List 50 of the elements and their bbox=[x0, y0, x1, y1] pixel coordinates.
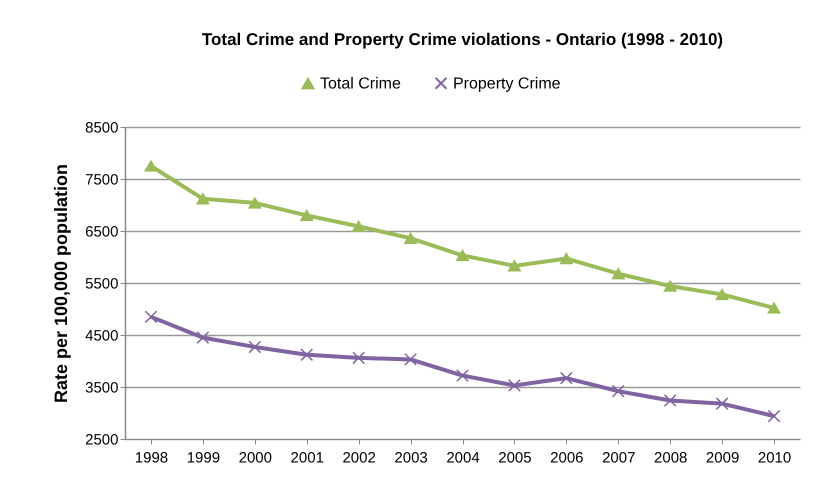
y-tick-label: 8500 bbox=[85, 120, 118, 136]
point bbox=[248, 197, 262, 209]
point bbox=[716, 397, 729, 410]
point bbox=[664, 280, 677, 292]
y-tick-label: 6500 bbox=[85, 224, 118, 240]
x-tick-label: 2003 bbox=[394, 450, 428, 466]
point bbox=[404, 232, 418, 244]
x-tick-label: 2008 bbox=[654, 450, 688, 466]
x-tick-label: 2009 bbox=[706, 450, 740, 466]
point bbox=[456, 369, 469, 382]
x-tick-label: 2010 bbox=[758, 450, 792, 466]
x-tick-label: 2000 bbox=[238, 450, 272, 466]
point bbox=[248, 340, 262, 354]
x-tick-label: 2005 bbox=[498, 450, 532, 466]
point bbox=[508, 260, 521, 272]
y-tick-label: 5500 bbox=[85, 276, 118, 292]
y-tick-label: 3500 bbox=[85, 380, 118, 396]
y-tick-label: 4500 bbox=[85, 328, 118, 344]
point bbox=[716, 288, 729, 300]
x-tick-label: 2004 bbox=[446, 450, 480, 466]
point bbox=[196, 331, 210, 344]
y-axis-title: Rate per 100,000 population bbox=[51, 164, 72, 404]
point bbox=[144, 310, 158, 324]
point bbox=[456, 250, 469, 262]
x-tick-label: 2007 bbox=[602, 450, 636, 466]
point bbox=[612, 268, 625, 280]
point bbox=[196, 193, 210, 204]
legend-label: Property Crime bbox=[453, 75, 561, 92]
point bbox=[404, 352, 418, 366]
x-tick-label: 2002 bbox=[342, 450, 376, 466]
x-tick-label: 1998 bbox=[134, 450, 168, 466]
x-tick-label: 2006 bbox=[550, 450, 584, 466]
point bbox=[664, 394, 677, 407]
point bbox=[300, 348, 314, 362]
point bbox=[144, 160, 158, 172]
point bbox=[352, 351, 366, 364]
point bbox=[768, 302, 780, 314]
x-tick-label: 2001 bbox=[290, 450, 324, 466]
x-tick-label: 1999 bbox=[186, 450, 220, 466]
point bbox=[352, 220, 366, 232]
point bbox=[508, 378, 521, 392]
y-tick-label: 7500 bbox=[85, 172, 118, 188]
point bbox=[768, 410, 780, 423]
legend-label: Total Crime bbox=[320, 76, 402, 93]
point bbox=[560, 372, 573, 385]
y-tick-label: 2500 bbox=[85, 432, 118, 448]
point bbox=[560, 252, 573, 264]
point bbox=[300, 210, 314, 222]
point bbox=[612, 384, 625, 398]
chart-title: Total Crime and Property Crime violations - Ontario (1998 - 2010) bbox=[202, 30, 724, 49]
